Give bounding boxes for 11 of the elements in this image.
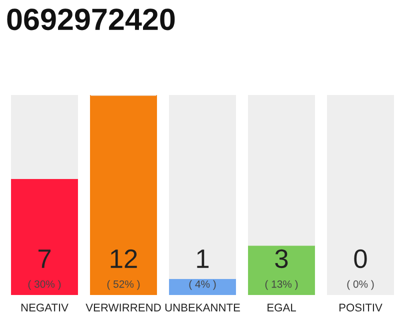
x-tick-label: VERWIRREND <box>86 304 161 312</box>
data-label: 1 ( 4% ) <box>189 250 216 290</box>
data-label: 0 ( 0% ) <box>347 249 374 290</box>
x-tick-label: POSITIV <box>339 304 382 312</box>
x-tick-label: UNBEKANNTE <box>165 304 240 312</box>
chart-title: 0692972420 <box>7 8 175 30</box>
data-label: 7 ( 30% ) <box>28 250 61 290</box>
x-tick-label: NEGATIV <box>21 304 68 312</box>
data-label: 12 ( 52% ) <box>107 249 140 290</box>
x-tick-label: EGAL <box>268 304 296 312</box>
data-label: 3 ( 13% ) <box>265 249 298 290</box>
